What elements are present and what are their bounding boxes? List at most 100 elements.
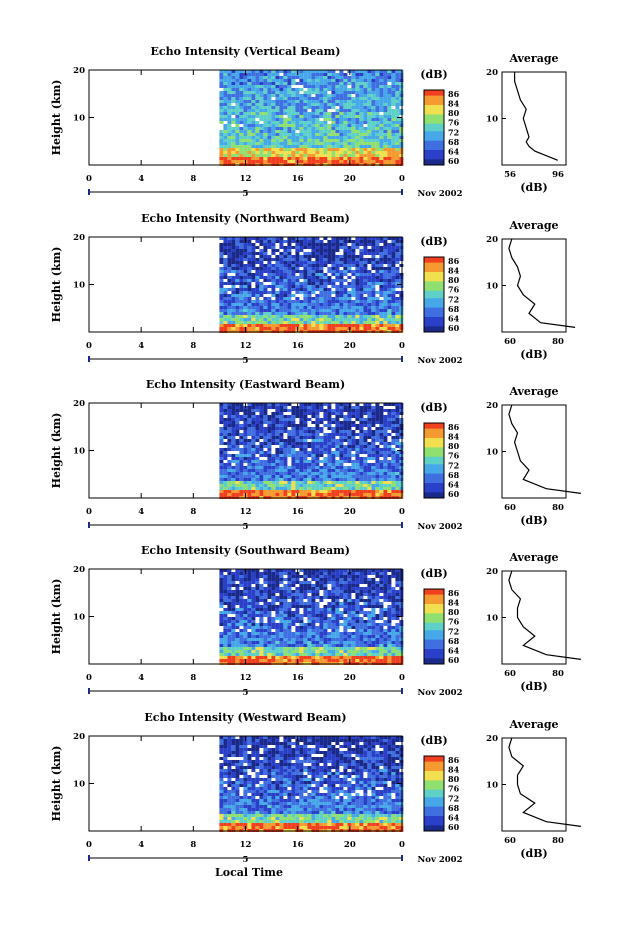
heat-cell — [251, 85, 256, 88]
heat-cell — [379, 493, 384, 496]
heat-cell — [367, 127, 372, 130]
heat-cell — [303, 490, 308, 493]
heat-cell — [355, 258, 360, 261]
heat-cell — [219, 94, 224, 97]
heat-cell — [259, 327, 264, 330]
heat-cell — [395, 593, 400, 596]
heat-cell — [295, 94, 300, 97]
heat-cell — [219, 294, 224, 297]
heat-cell — [307, 121, 312, 124]
heat-cell — [271, 587, 276, 590]
heat-cell — [319, 318, 324, 321]
heat-cell — [395, 157, 400, 160]
heat-cell — [239, 97, 244, 100]
heat-cell — [295, 475, 300, 478]
heat-cell — [227, 454, 232, 457]
heat-cell — [371, 306, 376, 309]
heat-cell — [399, 118, 404, 121]
heat-cell — [259, 454, 264, 457]
heat-cell — [247, 454, 252, 457]
heat-cell — [315, 581, 320, 584]
heat-cell — [295, 427, 300, 430]
heat-cell — [367, 282, 372, 285]
heat-cell — [235, 279, 240, 282]
heat-cell — [295, 112, 300, 115]
heat-cell — [227, 243, 232, 246]
heat-cell — [283, 160, 288, 163]
heat-cell — [379, 315, 384, 318]
heat-cell — [231, 421, 236, 424]
heat-cell — [355, 154, 360, 157]
heat-cell — [307, 309, 312, 312]
heat-cell — [391, 306, 396, 309]
heat-cell — [295, 306, 300, 309]
heat-cell — [339, 593, 344, 596]
colorbar-segment — [424, 91, 444, 95]
heat-cell — [295, 466, 300, 469]
heat-cell — [287, 142, 292, 145]
heat-cell — [315, 306, 320, 309]
heat-cell — [227, 249, 232, 252]
heat-cell — [327, 160, 332, 163]
heat-cell — [311, 133, 316, 136]
heat-cell — [335, 142, 340, 145]
heat-cell — [315, 315, 320, 318]
heat-cell — [291, 255, 296, 258]
heat-cell — [303, 584, 308, 587]
heat-cell — [223, 94, 228, 97]
heat-cell — [335, 481, 340, 484]
heat-cell — [315, 472, 320, 475]
heat-cell — [319, 484, 324, 487]
heat-cell — [223, 430, 228, 433]
heat-cell — [315, 309, 320, 312]
heat-cell — [371, 273, 376, 276]
heat-cell — [339, 587, 344, 590]
heat-cell — [395, 151, 400, 154]
heat-cell — [311, 252, 316, 255]
heat-cell — [395, 605, 400, 608]
heat-cell — [331, 418, 336, 421]
heat-cell — [319, 478, 324, 481]
heat-cell — [387, 121, 392, 124]
heat-cell — [235, 148, 240, 151]
heat-cell — [303, 76, 308, 79]
heat-cell — [391, 424, 396, 427]
heat-cell — [291, 469, 296, 472]
colorbar-segment — [424, 330, 444, 333]
heat-cell — [307, 97, 312, 100]
heat-cell — [263, 575, 268, 578]
heat-cell — [335, 157, 340, 160]
heat-cell — [251, 469, 256, 472]
heat-cell — [331, 133, 336, 136]
heat-cell — [327, 569, 332, 572]
heat-cell — [259, 97, 264, 100]
heat-cell — [263, 145, 268, 148]
heat-cell — [347, 490, 352, 493]
heat-cell — [255, 599, 260, 602]
heat-cell — [395, 599, 400, 602]
heat-cell — [227, 608, 232, 611]
heat-cell — [391, 130, 396, 133]
heat-cell — [227, 424, 232, 427]
heat-cell — [303, 252, 308, 255]
heat-cell — [231, 243, 236, 246]
heat-cell — [271, 88, 276, 91]
heat-cell — [387, 484, 392, 487]
heat-cell — [375, 133, 380, 136]
colorbar-segment — [424, 116, 444, 119]
heat-cell — [227, 261, 232, 264]
colorbar-unit: (dB) — [420, 235, 447, 248]
heat-cell — [371, 94, 376, 97]
heat-cell — [279, 136, 284, 139]
heat-cell — [315, 112, 320, 115]
heat-cell — [295, 124, 300, 127]
heat-cell — [399, 258, 404, 261]
heat-cell — [323, 463, 328, 466]
heat-cell — [323, 309, 328, 312]
heat-cell — [295, 587, 300, 590]
heat-cell — [379, 430, 384, 433]
heat-cell — [379, 76, 384, 79]
heat-cell — [291, 142, 296, 145]
heat-cell — [387, 303, 392, 306]
heat-cell — [355, 451, 360, 454]
